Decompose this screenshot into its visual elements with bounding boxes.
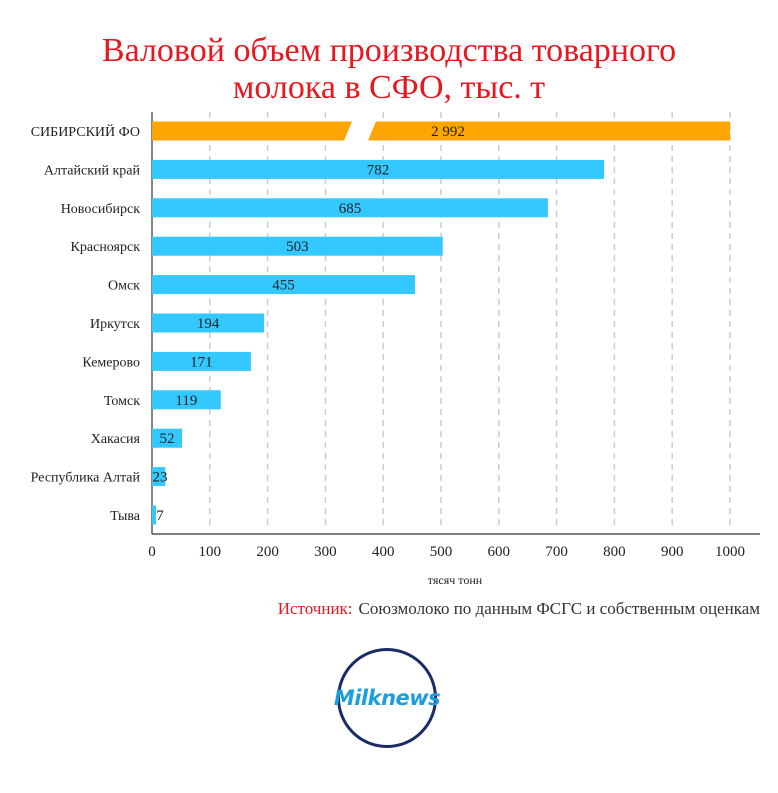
value-label: 2 992 xyxy=(431,124,465,140)
value-label: 23 xyxy=(153,470,168,486)
value-label: 171 xyxy=(190,354,213,370)
x-tick-label: 1000 xyxy=(715,544,745,560)
source-text: Союзмолоко по данным ФСГС и собственным … xyxy=(358,599,760,618)
value-label: 503 xyxy=(286,239,309,255)
category-label: Иркутск xyxy=(90,317,140,332)
chart-title-line-2: молока в СФО, тыс. т xyxy=(232,69,546,106)
value-label: 194 xyxy=(197,316,220,332)
x-tick-label: 400 xyxy=(372,544,395,560)
bar xyxy=(152,159,604,179)
milknews-logo: Milknews xyxy=(333,648,441,748)
category-label: Республика Алтай xyxy=(31,471,141,486)
bar xyxy=(152,313,265,333)
source-note: Источник: Союзмолоко по данным ФСГС и соб… xyxy=(0,599,760,619)
logo-text: Milknews xyxy=(333,686,441,710)
bar-segment-right xyxy=(368,121,730,141)
category-label: Алтайский край xyxy=(44,163,141,178)
bar xyxy=(152,467,166,487)
x-axis-label: тясяч тонн xyxy=(427,573,483,587)
bar xyxy=(152,390,221,410)
chart-title: Валовой объем производства товарного мол… xyxy=(0,32,778,106)
bar xyxy=(152,275,415,295)
category-label: СИБИРСКИЙ ФО xyxy=(31,123,140,140)
x-tick-label: 900 xyxy=(661,544,684,560)
category-label: Омск xyxy=(108,279,140,294)
bar xyxy=(152,236,443,256)
bar xyxy=(152,505,157,525)
x-tick-label: 700 xyxy=(545,544,568,560)
category-label: Новосибирск xyxy=(61,202,141,217)
value-label: 782 xyxy=(367,162,390,178)
x-tick-label: 200 xyxy=(256,544,279,560)
x-tick-label: 800 xyxy=(603,544,626,560)
category-label: Кемерово xyxy=(82,355,140,370)
bar xyxy=(152,198,548,218)
category-label: Хакасия xyxy=(91,432,141,447)
category-label: Тыва xyxy=(110,509,141,524)
value-label: 685 xyxy=(339,201,362,217)
bar-chart: 0 100 200 300 400 500 600 700 800 900 1000 СИБИРСКИ… xyxy=(31,112,760,560)
x-tick-label: 600 xyxy=(488,544,511,560)
value-label: 7 xyxy=(156,508,164,524)
x-tick-label: 0 xyxy=(148,544,156,560)
value-label: 455 xyxy=(272,278,295,294)
bar-segment-left xyxy=(152,121,352,141)
category-label: Красноярск xyxy=(71,240,141,255)
bar xyxy=(152,428,183,448)
value-label: 52 xyxy=(160,431,175,447)
chart-title-line-1: Валовой объем производства товарного xyxy=(101,32,677,69)
category-label: Томск xyxy=(104,394,140,409)
x-tick-label: 500 xyxy=(430,544,453,560)
source-prefix: Источник: xyxy=(277,599,353,618)
x-tick-label: 100 xyxy=(199,544,222,560)
value-label: 119 xyxy=(175,393,197,409)
bar xyxy=(152,351,251,371)
x-tick-label: 300 xyxy=(314,544,337,560)
